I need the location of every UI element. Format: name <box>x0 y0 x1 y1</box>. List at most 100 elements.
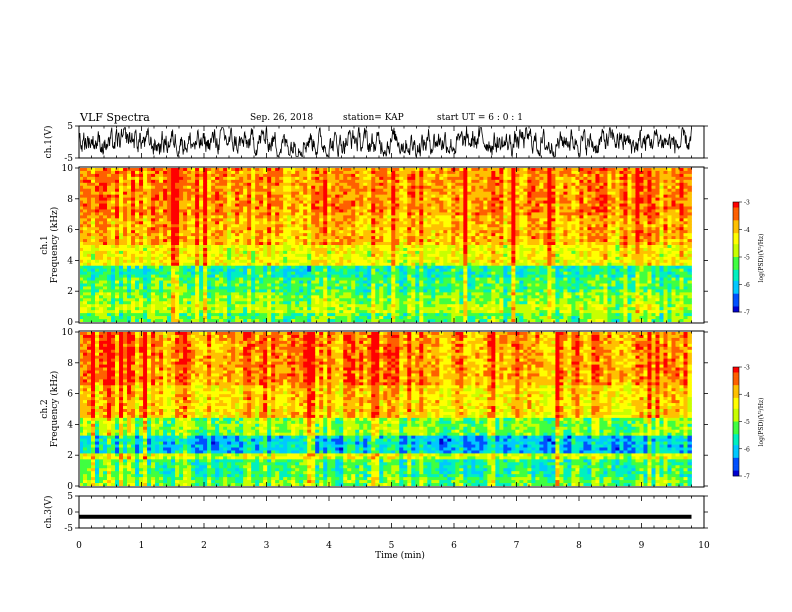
spectrogram-cell <box>259 182 264 187</box>
spectrogram-cell <box>579 236 584 240</box>
spectrogram-cell <box>515 197 520 201</box>
spectrogram-cell <box>671 259 676 264</box>
spectrogram-cell <box>543 206 548 210</box>
spectrogram-cell <box>375 221 380 225</box>
spectrogram-cell <box>111 200 116 204</box>
spectrogram-cell <box>343 188 348 193</box>
spectrogram-cell <box>439 245 444 249</box>
spectrogram-cell <box>291 215 296 219</box>
spectrogram-cell <box>531 233 536 237</box>
spectrogram-cell <box>375 194 380 199</box>
spectrogram-cell <box>651 194 656 199</box>
spectrogram-cell <box>379 170 384 175</box>
spectrogram-cell <box>475 188 480 193</box>
spectrogram-cell <box>291 209 296 213</box>
spectrogram-cell <box>323 209 328 213</box>
spectrogram-cell <box>239 245 244 249</box>
spectrogram-cell <box>519 224 524 228</box>
spectrogram-cell <box>263 176 268 181</box>
spectrogram-cell <box>167 247 172 252</box>
spectrogram-cell <box>531 209 536 213</box>
spectrogram-cell <box>80 221 84 225</box>
spectrogram-cell <box>619 233 624 237</box>
spectrogram-cell <box>259 173 264 178</box>
spectrogram-cell <box>239 212 244 216</box>
spectrogram-cell <box>283 224 288 228</box>
spectrogram-cell <box>99 224 104 228</box>
spectrogram-cell <box>503 176 508 181</box>
spectrogram-cell <box>363 245 368 249</box>
spectrogram-cell <box>147 194 152 199</box>
spectrogram-cell <box>383 242 388 246</box>
spectrogram-cell <box>211 168 216 172</box>
spectrogram-cell <box>359 194 364 199</box>
spectrogram-cell <box>239 170 244 175</box>
spectrogram-cell <box>427 245 432 249</box>
spectrogram-cell <box>575 253 580 258</box>
spectrogram-cell <box>331 253 336 258</box>
spectrogram-cell <box>463 227 468 231</box>
spectrogram-cell <box>111 256 116 261</box>
spectrogram-cell <box>595 236 600 240</box>
spectrogram-cell <box>159 191 164 196</box>
spectrogram-cell <box>651 191 656 196</box>
spectrogram-cell <box>383 259 388 264</box>
spectrogram-cell <box>191 259 196 264</box>
spectrogram-cell <box>663 227 668 231</box>
spectrogram-cell <box>103 188 108 193</box>
spectrogram-cell <box>339 170 344 175</box>
spectrogram-cell <box>163 239 168 243</box>
spectrogram-cell <box>231 250 236 255</box>
spectrogram-cell <box>187 253 192 258</box>
spectrogram-cell <box>127 182 132 187</box>
spectrogram-cell <box>471 206 476 210</box>
spectrogram-cell <box>583 259 588 264</box>
spectrogram-cell <box>295 221 300 225</box>
spectrogram-cell <box>427 230 432 234</box>
spectrogram-cell <box>135 203 140 207</box>
spectrogram-cell <box>207 233 212 237</box>
spectrogram-cell <box>291 185 296 190</box>
spectrogram-cell <box>471 221 476 225</box>
spectrogram-cell <box>239 203 244 207</box>
spectrogram-cell <box>427 200 432 204</box>
spectrogram-cell <box>371 239 376 243</box>
spectrogram-cell <box>559 230 564 234</box>
spectrogram-cell <box>123 256 128 261</box>
spectrogram-cell <box>467 233 472 237</box>
spectrogram-cell <box>527 182 532 187</box>
spectrogram-cell <box>159 245 164 249</box>
spectrogram-cell <box>203 218 208 222</box>
spectrogram-cell <box>267 215 272 219</box>
spectrogram-cell <box>563 227 568 231</box>
spectrogram-cell <box>583 200 588 204</box>
spectrogram-cell <box>563 203 568 207</box>
spectrogram-cell <box>531 173 536 178</box>
spectrogram-cell <box>211 256 216 261</box>
spectrogram-cell <box>323 168 328 172</box>
spectrogram-cell <box>383 227 388 231</box>
spectrogram-cell <box>631 170 636 175</box>
spectrogram-cell <box>375 227 380 231</box>
spectrogram-cell <box>367 253 372 258</box>
spectrogram-cell <box>363 197 368 201</box>
spectrogram-cell <box>199 253 204 258</box>
spectrogram-cell <box>599 191 604 196</box>
spectrogram-cell <box>443 191 448 196</box>
spectrogram-cell <box>527 168 532 172</box>
spectrogram-cell <box>415 179 420 184</box>
spectrogram-cell <box>435 218 440 222</box>
spectrogram-cell <box>275 218 280 222</box>
spectrogram-cell <box>687 170 692 175</box>
spectrogram-cell <box>583 239 588 243</box>
spectrogram-cell <box>115 185 120 190</box>
spectrogram-cell <box>571 209 576 213</box>
spectrogram-cell <box>579 218 584 222</box>
spectrogram-cell <box>191 170 196 175</box>
spectrogram-cell <box>483 209 488 213</box>
spectrogram-cell <box>311 250 316 255</box>
spectrogram-cell <box>327 188 332 193</box>
spectrogram-cell <box>355 197 360 201</box>
spectrogram-cell <box>207 215 212 219</box>
spectrogram-cell <box>655 197 660 201</box>
